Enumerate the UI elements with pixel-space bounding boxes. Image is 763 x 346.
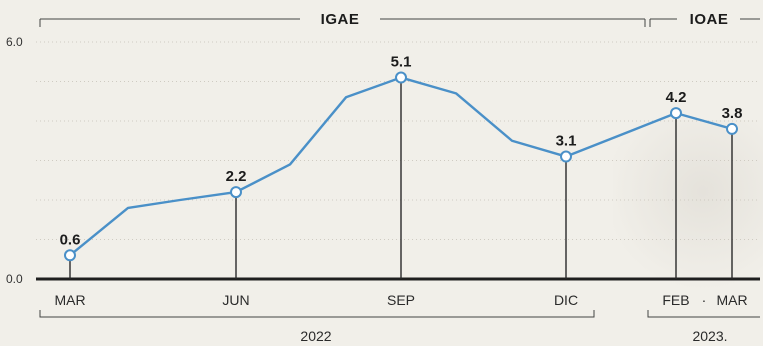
year-bracket-2022 <box>39 310 595 318</box>
data-point-marker <box>395 71 407 84</box>
x-tick-label: JUN <box>222 292 249 308</box>
data-value-label: 5.1 <box>391 54 412 71</box>
x-tick-label: FEB <box>662 292 689 308</box>
year-label-2022: 2022 <box>300 328 331 344</box>
year-bracket-2023 <box>647 310 760 318</box>
data-point-marker <box>230 186 242 199</box>
x-tick-label: MAR <box>54 292 85 308</box>
period-label-igae: IGAE <box>321 11 360 28</box>
data-point-marker <box>670 107 682 120</box>
data-value-label: 0.6 <box>60 231 81 248</box>
series-line-igae <box>69 76 567 257</box>
data-value-label: 3.8 <box>722 105 743 122</box>
data-value-label: 3.1 <box>556 133 577 150</box>
series-line-ioae <box>565 111 733 158</box>
period-label-ioae: IOAE <box>690 11 729 28</box>
x-tick-separator: · <box>702 292 707 308</box>
data-point-marker <box>64 249 76 262</box>
x-tick-label: SEP <box>387 292 415 308</box>
data-value-label: 2.2 <box>226 168 247 185</box>
y-tick-label: 0.0 <box>6 272 23 286</box>
data-point-marker <box>560 150 572 163</box>
data-value-label: 4.2 <box>666 89 687 106</box>
data-point-marker <box>726 122 738 135</box>
y-tick-label: 6.0 <box>6 35 23 49</box>
x-tick-label: MAR <box>716 292 747 308</box>
x-tick-label: DIC <box>554 292 578 308</box>
year-label-2023: 2023. <box>692 328 727 344</box>
